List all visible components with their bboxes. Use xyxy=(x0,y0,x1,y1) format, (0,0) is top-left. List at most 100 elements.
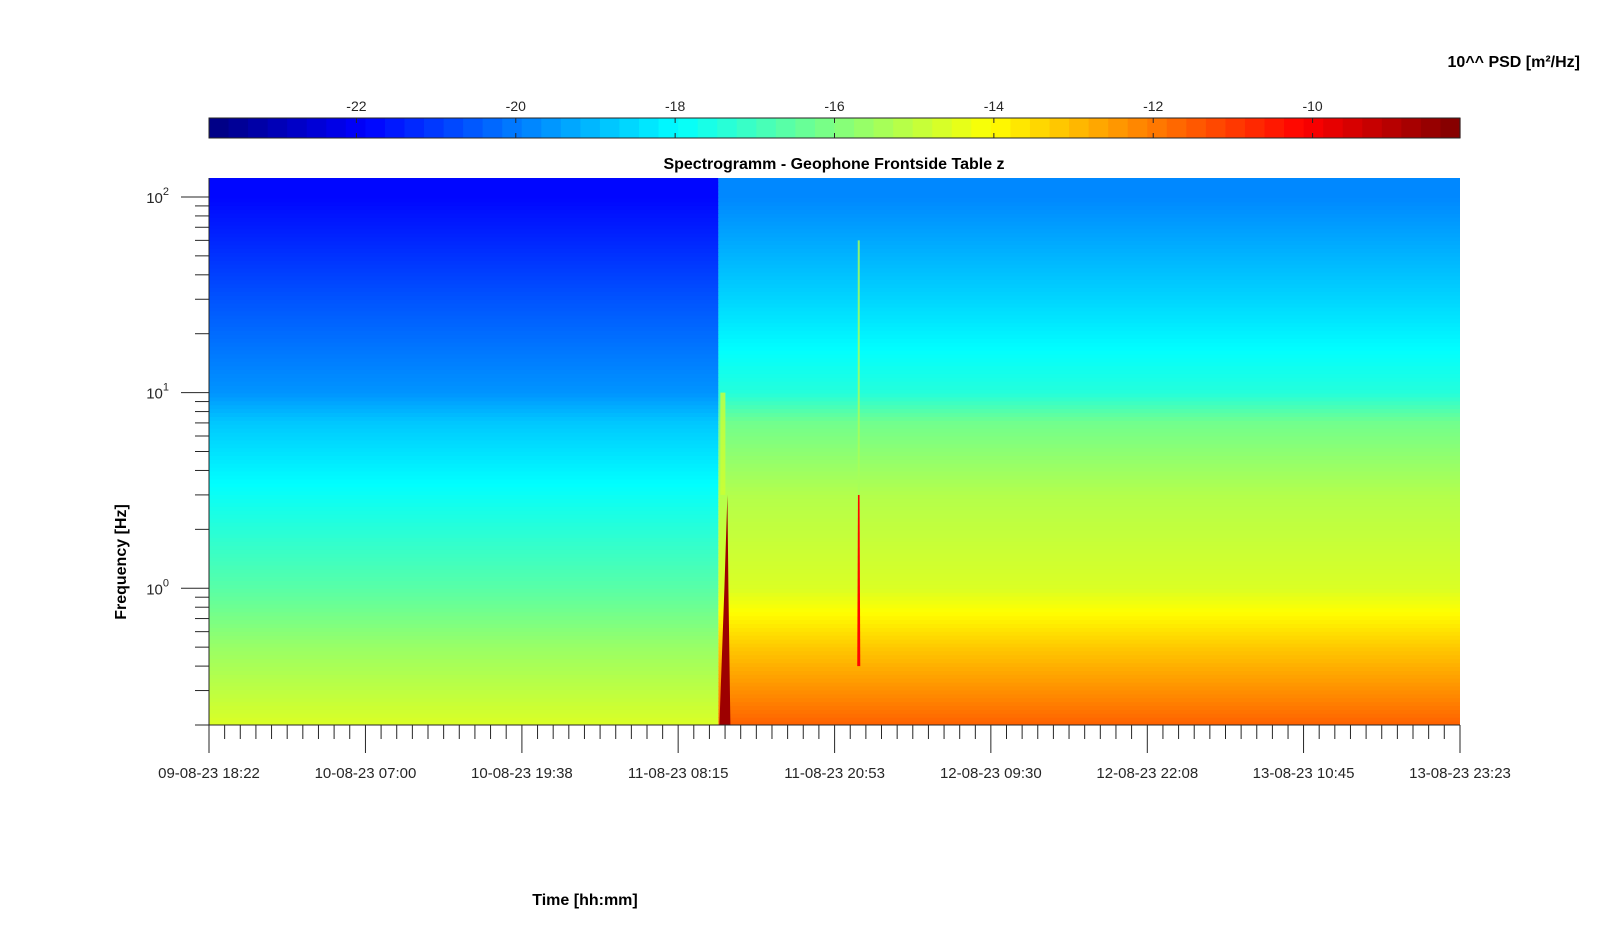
spectrogram-band-after xyxy=(718,682,1460,687)
colorbar-swatch xyxy=(775,118,797,138)
spectrogram-band-before xyxy=(209,213,719,218)
spectrogram-band-after xyxy=(718,514,1460,519)
colorbar-swatch xyxy=(580,118,601,138)
spectrogram-band-after xyxy=(718,256,1460,261)
colorbar-swatch xyxy=(1264,118,1285,138)
spectrogram-band-before xyxy=(209,256,719,261)
spectrogram-band-before xyxy=(209,611,719,617)
spectrogram-band-after xyxy=(718,486,1460,492)
spectrogram-band-after xyxy=(718,267,1460,273)
spectrogram-band-before xyxy=(209,260,719,265)
spectrogram-band-before xyxy=(209,709,719,714)
spectrogram-band-after xyxy=(718,615,1460,621)
spectrogram-band-after xyxy=(718,291,1460,296)
spectrogram-band-before xyxy=(209,205,719,210)
spectrogram-band-after xyxy=(718,396,1460,402)
spectrogram-band-before xyxy=(209,588,719,593)
spectrogram-band-after xyxy=(718,506,1460,511)
spectrogram-band-before xyxy=(209,596,719,601)
spectrogram-band-before xyxy=(209,533,719,539)
spectrogram-band-before xyxy=(209,271,719,277)
spectrogram-band-after xyxy=(718,709,1460,714)
spectrogram-band-before xyxy=(209,303,719,308)
colorbar-label: 10^^ PSD [m²/Hz] xyxy=(1448,54,1580,71)
spectrogram-band-after xyxy=(718,244,1460,249)
spectrogram-band-after xyxy=(718,330,1460,335)
event-burst xyxy=(719,494,731,725)
y-tick-exponent: 0 xyxy=(163,577,169,589)
spectrogram-band-after xyxy=(718,197,1460,203)
colorbar-swatch xyxy=(1205,118,1227,138)
colorbar-tick-label: -16 xyxy=(824,98,844,114)
spectrogram-band-after xyxy=(718,299,1460,304)
spectrogram-band-after xyxy=(718,553,1460,558)
spectrogram-band-before xyxy=(209,439,719,445)
spectrogram-band-before xyxy=(209,689,719,695)
spectrogram-band-before xyxy=(209,361,719,367)
spectrogram-band-after xyxy=(718,568,1460,574)
x-tick-label: 11-08-23 20:53 xyxy=(784,765,885,782)
colorbar-swatch xyxy=(1010,118,1031,138)
spectrogram-band-after xyxy=(718,541,1460,546)
colorbar-swatch xyxy=(932,118,953,138)
colorbar-swatch xyxy=(482,118,503,138)
spectrogram-band-after xyxy=(718,381,1460,386)
spectrogram-band-before xyxy=(209,685,719,691)
spectrogram-band-after xyxy=(718,346,1460,351)
spectrogram-band-before xyxy=(209,295,719,300)
spectrogram-band-before xyxy=(209,388,719,394)
spectrogram-band-before xyxy=(209,416,719,421)
spectrogram-band-before xyxy=(209,721,719,725)
colorbar-swatch xyxy=(1284,118,1305,138)
colorbar-tick-label: -10 xyxy=(1302,98,1322,114)
colorbar-swatch xyxy=(1323,118,1344,138)
spectrogram-band-before xyxy=(209,365,719,371)
spectrogram-band-after xyxy=(718,193,1460,199)
spectrogram-band-after xyxy=(718,377,1460,382)
colorbar-swatch xyxy=(736,118,757,138)
spectrogram-band-after xyxy=(718,584,1460,589)
spectrogram-band-before xyxy=(209,330,719,335)
spectrogram-band-after xyxy=(718,596,1460,601)
spectrogram-band-before xyxy=(209,654,719,660)
colorbar-swatch xyxy=(1069,118,1090,138)
spectrogram-band-after xyxy=(718,631,1460,636)
spectrogram-band-before xyxy=(209,576,719,582)
colorbar-swatch xyxy=(1342,118,1363,138)
colorbar-swatch xyxy=(1362,118,1383,138)
colorbar-swatches xyxy=(209,118,1461,138)
spectrogram-band-after xyxy=(718,310,1460,316)
y-tick-label: 100 xyxy=(146,577,169,598)
spectrogram-band-after xyxy=(718,365,1460,371)
y-tick-base: 10 xyxy=(146,190,163,207)
colorbar-tick-label: -14 xyxy=(984,98,1004,114)
colorbar-swatch xyxy=(951,118,972,138)
spectrogram-band-after xyxy=(718,494,1460,499)
spectrogram-band-after xyxy=(718,439,1460,445)
spectrogram-band-after xyxy=(718,385,1460,390)
spectrogram-band-before xyxy=(209,592,719,597)
colorbar-swatch xyxy=(599,118,621,138)
spectrogram-band-before xyxy=(209,412,719,417)
spectrogram-band-after xyxy=(718,263,1460,269)
spectrogram-band-after xyxy=(718,611,1460,617)
colorbar-swatch xyxy=(1166,118,1187,138)
spectrogram-band-after xyxy=(718,201,1460,206)
spectrogram-band-after xyxy=(718,318,1460,324)
spectrogram-band-before xyxy=(209,267,719,273)
spectrogram-band-after xyxy=(718,334,1460,339)
spectrogram-band-after xyxy=(718,533,1460,539)
y-tick-base: 10 xyxy=(146,386,163,403)
colorbar-swatch xyxy=(639,118,660,138)
colorbar-swatch xyxy=(228,118,249,138)
colorbar-swatch xyxy=(1303,118,1324,138)
spectrogram-band-before xyxy=(209,428,719,433)
colorbar-swatch xyxy=(717,118,738,138)
spectrogram-band-before xyxy=(209,717,719,722)
spectrogram-band-after xyxy=(718,713,1460,718)
spectrogram-band-before xyxy=(209,236,719,242)
spectrogram-band-before xyxy=(209,623,719,628)
colorbar-swatch xyxy=(1401,118,1422,138)
x-tick-label: 13-08-23 10:45 xyxy=(1253,765,1355,782)
